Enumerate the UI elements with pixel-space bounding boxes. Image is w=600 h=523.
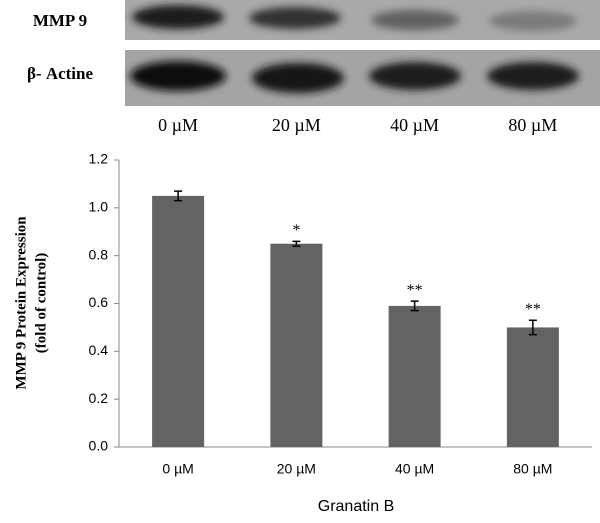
y-tick-label: 1.2 xyxy=(89,151,109,167)
lane-label: 40 µM xyxy=(390,115,439,135)
bar xyxy=(152,195,205,447)
band xyxy=(371,10,459,30)
band xyxy=(130,61,226,91)
bar xyxy=(506,327,559,447)
bar xyxy=(270,243,323,447)
lane-label: 0 µM xyxy=(158,115,198,135)
y-tick-label: 0.0 xyxy=(89,438,109,454)
y-tick-label: 0.6 xyxy=(89,294,109,310)
blot-image xyxy=(125,0,600,106)
x-axis-label: Granatin B xyxy=(318,498,394,515)
error-bar xyxy=(174,190,183,202)
blot-row-label: β- Actine xyxy=(27,64,94,83)
blot-row-label: MMP 9 xyxy=(33,11,87,30)
bands xyxy=(130,5,579,93)
y-axis-label: (fold of control) xyxy=(33,253,49,354)
significance-label: ** xyxy=(525,301,541,318)
band xyxy=(489,11,577,31)
x-tick-label: 80 µM xyxy=(513,461,552,477)
lane-label: 80 µM xyxy=(508,115,557,135)
error-bar xyxy=(410,300,419,312)
error-bar xyxy=(292,240,301,247)
y-tick-label: 0.2 xyxy=(89,390,109,406)
x-tick-label: 20 µM xyxy=(277,461,316,477)
error-bar xyxy=(528,319,537,336)
band xyxy=(252,63,344,93)
band xyxy=(132,5,224,29)
lane-label: 20 µM xyxy=(272,115,321,135)
y-tick-label: 1.0 xyxy=(89,199,109,215)
bar xyxy=(388,305,441,447)
x-tick-label: 40 µM xyxy=(395,461,434,477)
significance-label: ** xyxy=(407,282,423,299)
band xyxy=(249,7,341,29)
x-tick-label: 0 µM xyxy=(162,461,193,477)
y-tick-label: 0.4 xyxy=(89,342,109,358)
band xyxy=(487,62,579,90)
y-axis-label: MMP 9 Protein Expression xyxy=(13,216,29,390)
y-tick-label: 0.8 xyxy=(89,246,109,262)
band xyxy=(369,62,461,90)
significance-label: * xyxy=(292,222,300,239)
